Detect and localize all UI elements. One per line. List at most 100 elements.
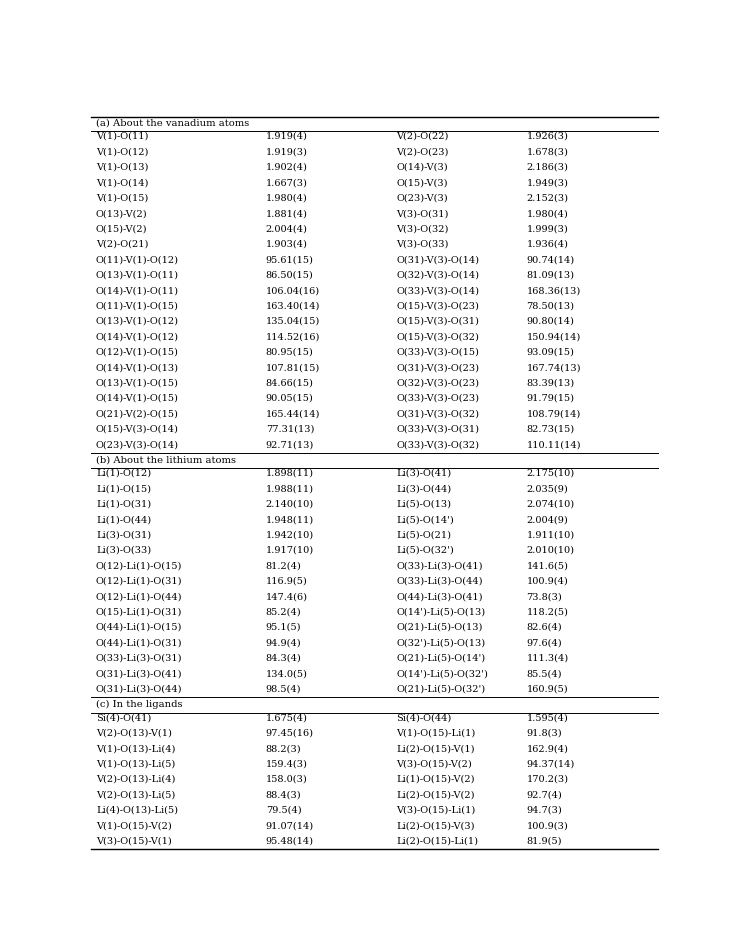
Text: Li(5)-O(13): Li(5)-O(13)	[396, 500, 451, 508]
Text: 160.9(5): 160.9(5)	[526, 684, 568, 694]
Text: 1.902(4): 1.902(4)	[266, 163, 308, 172]
Text: 1.948(11): 1.948(11)	[266, 515, 314, 524]
Text: V(3)-O(33): V(3)-O(33)	[396, 240, 449, 249]
Text: 1.675(4): 1.675(4)	[266, 713, 308, 722]
Text: V(1)-O(13): V(1)-O(13)	[96, 163, 148, 172]
Text: O(44)-Li(3)-O(41): O(44)-Li(3)-O(41)	[396, 592, 482, 601]
Text: V(2)-O(23): V(2)-O(23)	[396, 147, 449, 156]
Text: 85.2(4): 85.2(4)	[266, 608, 301, 616]
Text: O(33)-V(3)-O(15): O(33)-V(3)-O(15)	[396, 348, 479, 357]
Text: O(12)-V(1)-O(15): O(12)-V(1)-O(15)	[96, 348, 179, 357]
Text: 141.6(5): 141.6(5)	[526, 561, 568, 571]
Text: 2.152(3): 2.152(3)	[526, 194, 569, 203]
Text: 77.31(13): 77.31(13)	[266, 425, 314, 434]
Text: 167.74(13): 167.74(13)	[526, 363, 581, 372]
Text: V(1)-O(13)-Li(4): V(1)-O(13)-Li(4)	[96, 744, 175, 753]
Text: 2.175(10): 2.175(10)	[526, 469, 575, 478]
Text: Li(1)-O(15)-V(2): Li(1)-O(15)-V(2)	[396, 775, 474, 784]
Text: 1.919(3): 1.919(3)	[266, 147, 308, 156]
Text: 1.917(10): 1.917(10)	[266, 546, 314, 555]
Text: 135.04(15): 135.04(15)	[266, 317, 320, 326]
Text: 1.980(4): 1.980(4)	[526, 209, 568, 218]
Text: 82.6(4): 82.6(4)	[526, 623, 562, 632]
Text: O(14)-V(1)-O(13): O(14)-V(1)-O(13)	[96, 363, 179, 372]
Text: 91.8(3): 91.8(3)	[526, 729, 562, 737]
Text: O(33)-V(3)-O(14): O(33)-V(3)-O(14)	[396, 286, 479, 295]
Text: O(15)-V(3)-O(23): O(15)-V(3)-O(23)	[396, 302, 479, 311]
Text: O(12)-Li(1)-O(15): O(12)-Li(1)-O(15)	[96, 561, 182, 571]
Text: V(1)-O(15)-Li(1): V(1)-O(15)-Li(1)	[396, 729, 475, 737]
Text: Li(1)-O(31): Li(1)-O(31)	[96, 500, 151, 508]
Text: O(15)-V(3)-O(31): O(15)-V(3)-O(31)	[396, 317, 479, 326]
Text: 114.52(16): 114.52(16)	[266, 332, 320, 342]
Text: Li(5)-O(14'): Li(5)-O(14')	[396, 515, 454, 524]
Text: 159.4(3): 159.4(3)	[266, 760, 308, 768]
Text: O(33)-Li(3)-O(44): O(33)-Li(3)-O(44)	[396, 576, 482, 586]
Text: Si(4)-O(44): Si(4)-O(44)	[396, 713, 452, 722]
Text: 91.79(15): 91.79(15)	[526, 394, 575, 403]
Text: 78.50(13): 78.50(13)	[526, 302, 575, 311]
Text: 1.898(11): 1.898(11)	[266, 469, 314, 478]
Text: O(31)-V(3)-O(32): O(31)-V(3)-O(32)	[396, 410, 479, 418]
Text: V(3)-O(15)-V(2): V(3)-O(15)-V(2)	[396, 760, 472, 768]
Text: 1.667(3): 1.667(3)	[266, 178, 308, 187]
Text: O(14)-V(3): O(14)-V(3)	[396, 163, 448, 172]
Text: 86.50(15): 86.50(15)	[266, 271, 314, 279]
Text: V(1)-O(15): V(1)-O(15)	[96, 194, 148, 203]
Text: V(1)-O(14): V(1)-O(14)	[96, 178, 148, 187]
Text: 88.2(3): 88.2(3)	[266, 744, 301, 753]
Text: 94.9(4): 94.9(4)	[266, 639, 301, 647]
Text: O(44)-Li(1)-O(31): O(44)-Li(1)-O(31)	[96, 639, 183, 647]
Text: 1.936(4): 1.936(4)	[526, 240, 568, 249]
Text: 1.881(4): 1.881(4)	[266, 209, 308, 218]
Text: 2.004(4): 2.004(4)	[266, 224, 308, 234]
Text: 90.05(15): 90.05(15)	[266, 394, 314, 403]
Text: O(33)-V(3)-O(32): O(33)-V(3)-O(32)	[396, 440, 479, 450]
Text: 95.48(14): 95.48(14)	[266, 837, 314, 845]
Text: 110.11(14): 110.11(14)	[526, 440, 581, 450]
Text: 1.926(3): 1.926(3)	[526, 132, 568, 141]
Text: 80.95(15): 80.95(15)	[266, 348, 314, 357]
Text: O(33)-V(3)-O(23): O(33)-V(3)-O(23)	[396, 394, 479, 403]
Text: 165.44(14): 165.44(14)	[266, 410, 320, 418]
Text: V(1)-O(11): V(1)-O(11)	[96, 132, 148, 141]
Text: 94.37(14): 94.37(14)	[526, 760, 575, 768]
Text: V(2)-O(13)-Li(5): V(2)-O(13)-Li(5)	[96, 790, 175, 800]
Text: O(13)-V(1)-O(12): O(13)-V(1)-O(12)	[96, 317, 179, 326]
Text: 98.5(4): 98.5(4)	[266, 684, 301, 694]
Text: 95.1(5): 95.1(5)	[266, 623, 301, 632]
Text: 1.988(11): 1.988(11)	[266, 484, 314, 493]
Text: 84.66(15): 84.66(15)	[266, 379, 314, 387]
Text: 1.595(4): 1.595(4)	[526, 713, 568, 722]
Text: Li(3)-O(44): Li(3)-O(44)	[396, 484, 451, 493]
Text: 134.0(5): 134.0(5)	[266, 669, 308, 678]
Text: Li(1)-O(12): Li(1)-O(12)	[96, 469, 151, 478]
Text: O(33)-V(3)-O(31): O(33)-V(3)-O(31)	[396, 425, 479, 434]
Text: 95.61(15): 95.61(15)	[266, 255, 314, 264]
Text: O(33)-Li(3)-O(41): O(33)-Li(3)-O(41)	[396, 561, 482, 571]
Text: Li(1)-O(44): Li(1)-O(44)	[96, 515, 151, 524]
Text: 100.9(3): 100.9(3)	[526, 821, 568, 830]
Text: 150.94(14): 150.94(14)	[526, 332, 580, 342]
Text: O(12)-Li(1)-O(31): O(12)-Li(1)-O(31)	[96, 576, 183, 586]
Text: Li(2)-O(15)-V(1): Li(2)-O(15)-V(1)	[396, 744, 474, 753]
Text: V(3)-O(31): V(3)-O(31)	[396, 209, 449, 218]
Text: 81.09(13): 81.09(13)	[526, 271, 575, 279]
Text: O(13)-V(2): O(13)-V(2)	[96, 209, 148, 218]
Text: O(21)-Li(5)-O(32'): O(21)-Li(5)-O(32')	[396, 684, 485, 694]
Text: O(13)-V(1)-O(11): O(13)-V(1)-O(11)	[96, 271, 179, 279]
Text: Li(3)-O(31): Li(3)-O(31)	[96, 531, 151, 539]
Text: 92.7(4): 92.7(4)	[526, 790, 562, 800]
Text: V(2)-O(22): V(2)-O(22)	[396, 132, 449, 141]
Text: 83.39(13): 83.39(13)	[526, 379, 575, 387]
Text: 2.004(9): 2.004(9)	[526, 515, 568, 524]
Text: V(1)-O(15)-V(2): V(1)-O(15)-V(2)	[96, 821, 172, 830]
Text: O(31)-Li(3)-O(44): O(31)-Li(3)-O(44)	[96, 684, 183, 694]
Text: O(15)-V(3)-O(14): O(15)-V(3)-O(14)	[96, 425, 179, 434]
Text: 1.911(10): 1.911(10)	[526, 531, 575, 539]
Text: 108.79(14): 108.79(14)	[526, 410, 580, 418]
Text: 90.80(14): 90.80(14)	[526, 317, 575, 326]
Text: 106.04(16): 106.04(16)	[266, 286, 320, 295]
Text: O(14')-Li(5)-O(32'): O(14')-Li(5)-O(32')	[396, 669, 488, 678]
Text: Li(5)-O(32'): Li(5)-O(32')	[396, 546, 454, 555]
